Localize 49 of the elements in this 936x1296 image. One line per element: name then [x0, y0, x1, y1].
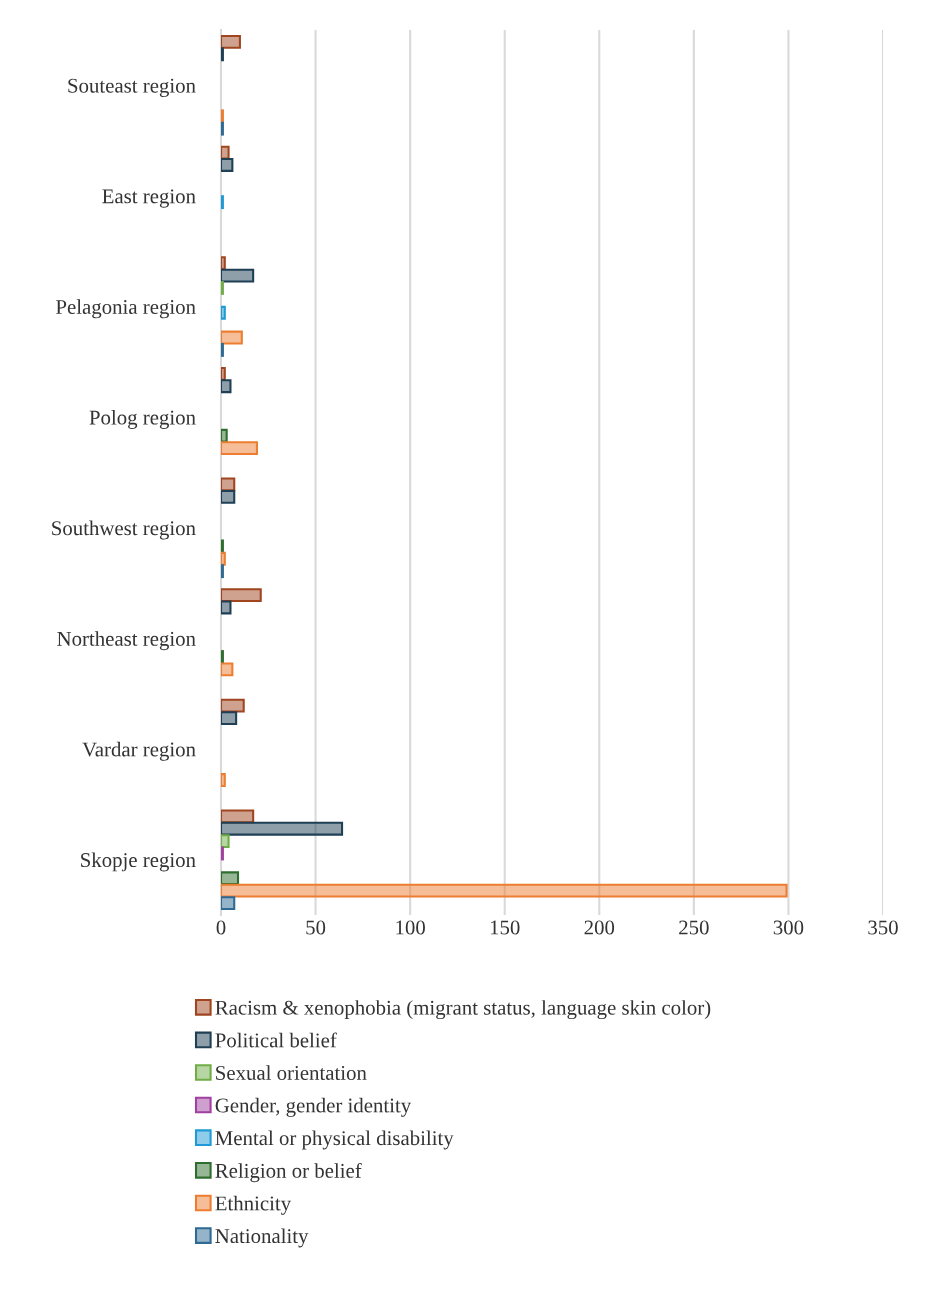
bar — [221, 305, 226, 320]
x-tick-label: 150 — [490, 920, 520, 935]
legend-label: Political belief — [215, 1032, 337, 1048]
bar — [221, 896, 236, 910]
y-tick-label: East region — [102, 189, 196, 208]
y-tick-label: Northeast region — [57, 631, 196, 651]
x-tick-label: 50 — [306, 920, 326, 935]
bar — [221, 662, 234, 677]
legend-label: Ethnicity — [215, 1195, 292, 1215]
bar — [221, 834, 230, 849]
bar — [221, 158, 234, 172]
legend-label: Mental or physical disability — [215, 1130, 454, 1150]
bar — [221, 773, 226, 787]
bar — [221, 441, 258, 456]
y-tick-label: Pelagonia region — [56, 299, 196, 319]
bar — [221, 551, 226, 566]
x-tick-label: 100 — [396, 920, 425, 935]
bar — [221, 809, 255, 824]
bar — [221, 379, 232, 394]
bar — [221, 711, 238, 726]
x-tick-label: 250 — [679, 920, 709, 935]
x-tick-label: 300 — [773, 920, 804, 935]
legend-label: Sexual orientation — [216, 1065, 367, 1080]
x-tick-label: 200 — [584, 920, 615, 935]
bar — [221, 698, 245, 713]
legend-label: Gender, gender identity — [215, 1097, 412, 1117]
legend-label: Religion or belief — [215, 1162, 362, 1183]
bar — [221, 883, 788, 898]
y-tick-label: Vardar region — [82, 741, 196, 761]
bar — [221, 428, 228, 443]
y-tick-label: Skopje region — [81, 852, 196, 872]
bar — [221, 268, 255, 283]
bar — [221, 600, 232, 615]
legend-label: Racism & xenophobia (migrant status, language skin color) — [215, 1000, 711, 1020]
bar — [221, 821, 344, 836]
bar — [221, 366, 226, 381]
bar — [221, 256, 226, 271]
bar — [221, 330, 243, 345]
bar — [221, 35, 241, 49]
legend-label: Nationality — [215, 1228, 309, 1248]
y-tick-label: Southwest region — [52, 520, 196, 540]
bar — [221, 871, 240, 886]
bar — [221, 145, 230, 160]
bar — [221, 489, 236, 504]
y-tick-label: Polog region — [89, 409, 196, 429]
bar — [221, 588, 262, 602]
x-tick-label: 350 — [868, 920, 898, 935]
x-tick-label: 0 — [216, 920, 226, 935]
y-tick-label: Souteast region — [68, 78, 196, 98]
